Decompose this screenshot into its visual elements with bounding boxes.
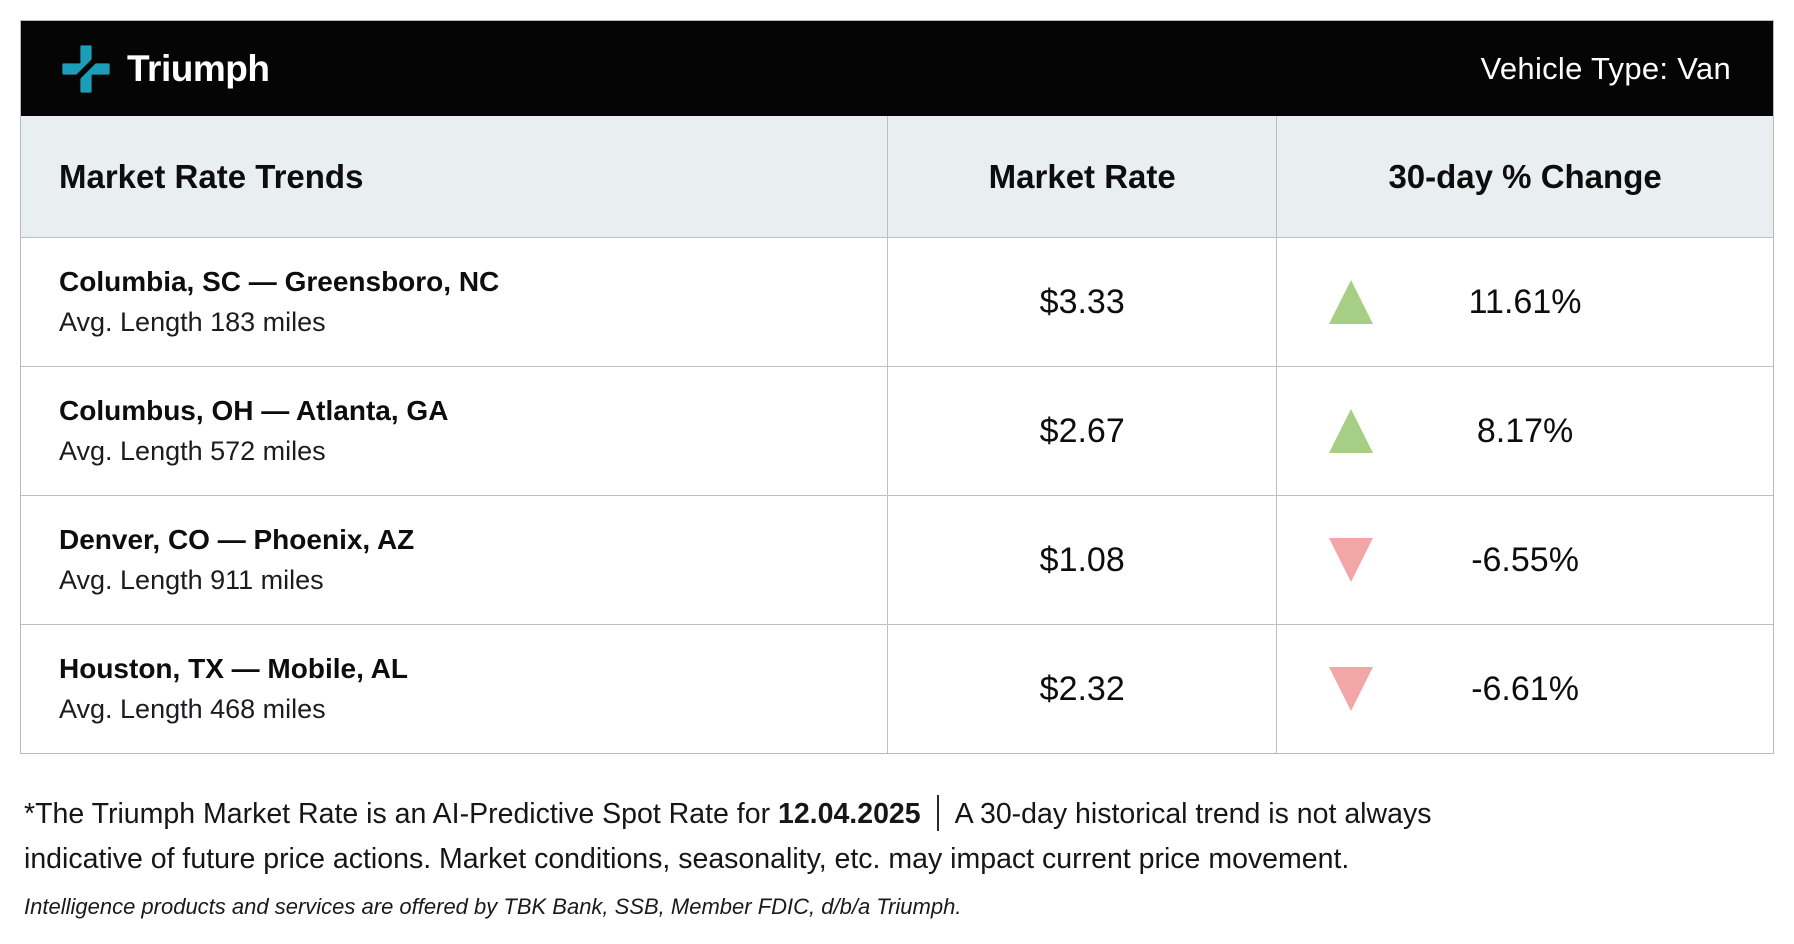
change-cell: -6.61% [1277, 625, 1773, 753]
market-rate-value: $1.08 [888, 496, 1278, 624]
column-header-lane: Market Rate Trends [21, 116, 889, 237]
table-row: Columbia, SC — Greensboro, NC Avg. Lengt… [21, 237, 1773, 366]
change-percent: 8.17% [1476, 411, 1574, 450]
trend-up-icon [1329, 280, 1374, 324]
change-percent: 11.61% [1468, 282, 1582, 321]
lane-avg-length: Avg. Length 911 miles [59, 565, 324, 595]
market-rate-value: $2.67 [888, 367, 1278, 495]
trend-down-icon [1329, 538, 1374, 582]
footnote-text: *The Triumph Market Rate is an AI-Predic… [24, 792, 1770, 882]
lane-avg-length: Avg. Length 572 miles [59, 436, 326, 466]
change-percent: -6.61% [1471, 669, 1579, 708]
lane-cell: Columbia, SC — Greensboro, NC Avg. Lengt… [21, 238, 889, 366]
table-row: Columbus, OH — Atlanta, GA Avg. Length 5… [21, 366, 1773, 495]
market-rate-value: $3.33 [888, 238, 1278, 366]
footnote-line1-prefix: *The Triumph Market Rate is an AI-Predic… [24, 798, 778, 830]
change-cell: 11.61% [1277, 238, 1773, 366]
lane-cell: Columbus, OH — Atlanta, GA Avg. Length 5… [21, 367, 889, 495]
table-header-row: Market Rate Trends Market Rate 30-day % … [21, 116, 1773, 237]
brand-name: Triumph [127, 47, 270, 89]
lane-cell: Houston, TX — Mobile, AL Avg. Length 468… [21, 625, 889, 753]
footnote: *The Triumph Market Rate is an AI-Predic… [20, 754, 1774, 923]
brand-logo: Triumph [59, 42, 270, 96]
change-cell: 8.17% [1277, 367, 1773, 495]
table-row: Houston, TX — Mobile, AL Avg. Length 468… [21, 624, 1773, 753]
lane-name: Columbia, SC — Greensboro, NC [59, 266, 500, 297]
triumph-cross-icon [62, 44, 110, 93]
vertical-divider [936, 795, 939, 831]
lane-avg-length: Avg. Length 183 miles [59, 307, 326, 337]
column-header-change: 30-day % Change [1388, 157, 1662, 195]
column-header-market-rate: Market Rate [888, 116, 1278, 237]
table-row: Denver, CO — Phoenix, AZ Avg. Length 911… [21, 495, 1773, 624]
trend-down-icon [1329, 667, 1374, 711]
trend-up-icon [1329, 409, 1374, 453]
change-percent: -6.55% [1471, 540, 1579, 579]
lane-name: Denver, CO — Phoenix, AZ [59, 524, 415, 555]
footnote-line1-suffix: A 30-day historical trend is not always [954, 798, 1432, 830]
rate-card: Triumph Vehicle Type: Van Market Rate Tr… [20, 20, 1774, 754]
vehicle-type-label: Vehicle Type: Van [1480, 50, 1731, 86]
lane-name: Columbus, OH — Atlanta, GA [59, 395, 449, 426]
footnote-date: 12.04.2025 [777, 798, 921, 830]
lane-avg-length: Avg. Length 468 miles [59, 694, 326, 724]
lane-name: Houston, TX — Mobile, AL [59, 653, 408, 684]
change-cell: -6.55% [1277, 496, 1773, 624]
lane-cell: Denver, CO — Phoenix, AZ Avg. Length 911… [21, 496, 889, 624]
legal-disclaimer: Intelligence products and services are o… [24, 894, 962, 920]
brand-header: Triumph Vehicle Type: Van [21, 21, 1773, 116]
footnote-line2: indicative of future price actions. Mark… [24, 843, 1350, 876]
market-rate-value: $2.32 [888, 625, 1278, 753]
